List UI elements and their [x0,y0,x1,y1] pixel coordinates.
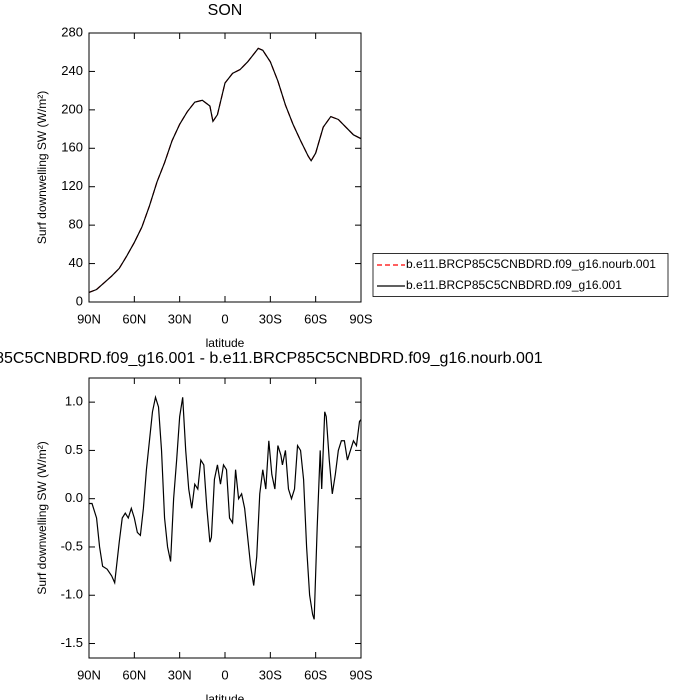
x-tick-label: 60N [122,311,146,326]
y-tick-label: 120 [61,178,83,193]
chart-panel: SON latitude Surf downwelling SW (W/m²) 90N… [35,2,669,350]
x-tick-label: 0 [221,667,228,682]
x-tick-label: 60N [122,667,146,682]
legend-box [372,253,669,297]
y-tick-label: 200 [61,101,83,116]
x-axis-label: latitude [206,692,245,700]
y-tick-label: 40 [69,255,83,270]
x-tick-label: 60S [304,311,327,326]
y-tick-label: 280 [61,24,83,39]
plot-frame [88,377,362,659]
data-line [88,47,362,293]
x-tick-label: 30S [259,311,282,326]
x-tick-label: 90S [349,667,372,682]
plot-frame [88,32,362,303]
y-tick-label: 1.0 [65,394,83,409]
legend-label: b.e11.BRCP85C5CNBDRD.f09_g16.nourb.001 [406,257,656,271]
x-tick-label: 30S [259,667,282,682]
y-tick-label: -1.5 [61,635,83,650]
chart-panel: b.e11.BRCP85C5CNBDRD.f09_g16.001 - b.e11… [0,350,543,700]
y-tick-label: 80 [69,217,83,232]
y-tick-label: 160 [61,140,83,155]
chart-title: b.e11.BRCP85C5CNBDRD.f09_g16.001 - b.e11… [0,350,543,367]
x-tick-label: 90S [349,311,372,326]
y-tick-label: -1.0 [61,587,83,602]
y-tick-label: -0.5 [61,538,83,553]
x-tick-label: 60S [304,667,327,682]
legend-label: b.e11.BRCP85C5CNBDRD.f09_g16.001 [406,278,622,292]
x-axis-label: latitude [206,336,245,350]
y-tick-label: 0.5 [65,442,83,457]
x-tick-label: 90N [77,667,101,682]
x-tick-label: 30N [168,667,192,682]
chart-title: SON [208,2,243,19]
x-tick-label: 90N [77,311,101,326]
data-line [89,394,362,620]
y-axis-label: Surf downwelling SW (W/m²) [35,441,49,594]
x-tick-label: 30N [168,311,192,326]
y-tick-label: 240 [61,63,83,78]
x-tick-label: 0 [221,311,228,326]
y-tick-label: 0 [76,293,83,308]
y-axis-label: Surf downwelling SW (W/m²) [35,91,49,244]
y-tick-label: 0.0 [65,490,83,505]
